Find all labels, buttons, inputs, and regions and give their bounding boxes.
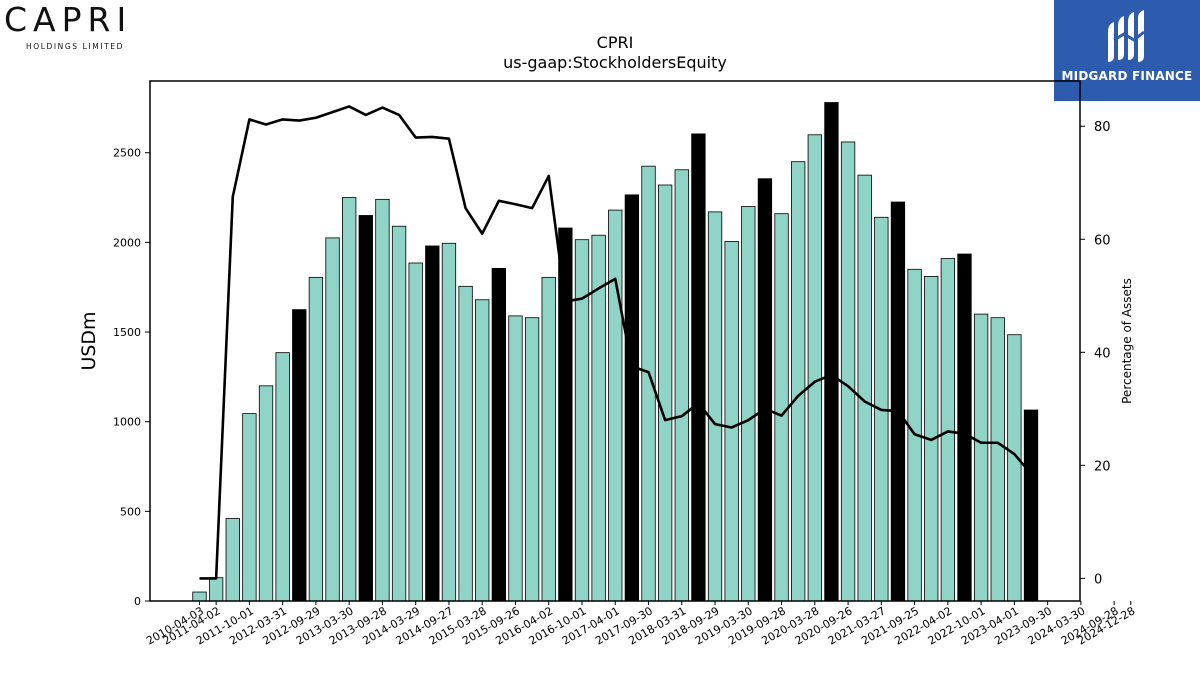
right-axis-ticks: 0 20 40 60 80 (1080, 120, 1111, 587)
y2-axis-label: Percentage of Assets (1120, 278, 1134, 404)
bar-46 (940, 258, 955, 602)
bar-40 (840, 141, 856, 602)
bar-51 (1023, 409, 1039, 602)
x-axis-ticks: 2010-04-032011-04-022011-10-012012-03-31… (144, 601, 1137, 648)
y2-tick-label: 0 (1094, 572, 1102, 587)
midgard-finance-logo: MIDGARD FINANCE (1054, 0, 1200, 101)
bar-13 (391, 225, 407, 602)
bar-47 (957, 253, 972, 602)
bar-16 (441, 242, 457, 602)
bar-41 (857, 174, 872, 602)
percentage-of-assets-line (199, 105, 1032, 580)
midgard-m-icon (1108, 10, 1145, 62)
bar-27 (624, 194, 640, 602)
bar-35 (757, 178, 773, 602)
bar-14 (408, 262, 423, 602)
bar-24 (574, 239, 590, 602)
bar-50 (1007, 334, 1022, 602)
y2-tick-label: 60 (1094, 233, 1111, 248)
bar-1 (192, 591, 207, 602)
capri-logo-subtitle: HOLDINGS LIMITED (25, 42, 125, 51)
bar-11 (358, 215, 373, 602)
bar-34 (741, 206, 756, 602)
bar-23 (558, 227, 573, 602)
midgard-logo-text: MIDGARD FINANCE (1061, 69, 1193, 83)
bar-32 (707, 211, 723, 602)
y-tick-label: 2500 (113, 147, 141, 160)
chart-title: CPRI (597, 33, 634, 52)
bar-10 (342, 197, 357, 602)
bar-49 (990, 317, 1005, 602)
bar-9 (325, 237, 340, 602)
bar-12 (375, 198, 390, 602)
y-tick-label: 1500 (113, 326, 141, 339)
bar-6 (275, 352, 290, 602)
y-tick-label: 1000 (113, 416, 141, 429)
bar-3 (225, 518, 240, 602)
bar-2 (208, 577, 224, 602)
bar-4 (242, 413, 257, 602)
bars-group (192, 102, 1039, 602)
bar-33 (724, 241, 739, 602)
bar-39 (824, 102, 839, 602)
bar-15 (425, 245, 440, 602)
bar-19 (491, 267, 506, 602)
y2-tick-label: 40 (1094, 346, 1111, 361)
chart-subtitle: us-gaap:StockholdersEquity (503, 53, 727, 72)
bar-20 (508, 315, 523, 602)
y-tick-label: 0 (134, 595, 141, 608)
capri-logo-wordmark: CAPRI (4, 0, 133, 39)
line-group (199, 105, 1032, 580)
bar-22 (541, 276, 556, 602)
y-tick-label: 500 (120, 505, 141, 518)
bar-18 (475, 299, 490, 602)
left-axis-ticks: 0 500 1000 1500 2000 2500 (113, 147, 150, 608)
y2-tick-label: 80 (1094, 120, 1111, 135)
y-axis-label: USDm (78, 311, 100, 370)
bar-8 (308, 276, 324, 602)
bar-17 (458, 285, 473, 602)
y2-tick-label: 20 (1094, 459, 1111, 474)
bar-5 (258, 385, 274, 602)
capri-logo: CAPRI HOLDINGS LIMITED (4, 2, 154, 54)
bar-26 (608, 209, 623, 602)
bar-37 (791, 161, 806, 602)
bar-31 (691, 133, 706, 602)
bar-43 (890, 201, 906, 602)
bar-38 (807, 134, 822, 602)
bar-21 (524, 317, 540, 602)
bar-29 (657, 184, 673, 602)
bar-36 (774, 213, 789, 602)
y-tick-label: 2000 (113, 236, 141, 249)
bar-7 (292, 309, 307, 602)
bar-48 (973, 313, 989, 602)
bar-30 (674, 169, 689, 602)
